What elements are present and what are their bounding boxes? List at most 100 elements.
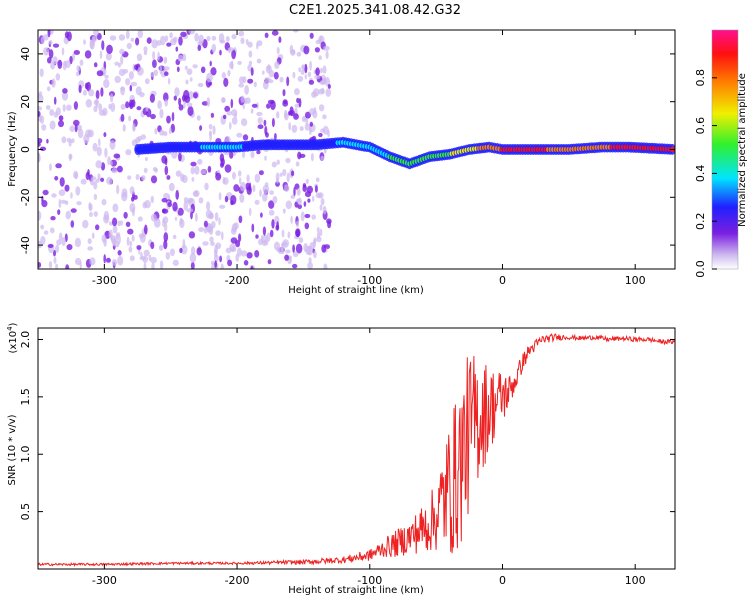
noise-speckle [245, 182, 251, 191]
noise-speckle [314, 75, 321, 80]
noise-speckle [38, 138, 43, 144]
spectrogram-ytick-label: 20 [19, 95, 32, 109]
noise-speckle [38, 152, 41, 162]
noise-speckle [83, 39, 86, 45]
noise-speckle [220, 263, 224, 269]
noise-speckle [210, 67, 217, 76]
noise-speckle [70, 220, 75, 228]
noise-speckle [47, 57, 52, 64]
noise-speckle [38, 106, 42, 111]
noise-speckle [190, 166, 195, 175]
noise-speckle [268, 209, 275, 216]
noise-speckle [313, 106, 317, 114]
noise-speckle [54, 176, 59, 181]
noise-speckle [224, 105, 231, 112]
noise-speckle [157, 51, 160, 61]
noise-speckle [66, 31, 72, 42]
noise-speckle [238, 83, 245, 88]
noise-speckle [48, 49, 54, 59]
noise-speckle [48, 261, 53, 269]
noise-speckle [227, 47, 235, 52]
noise-speckle [267, 259, 272, 265]
noise-speckle [271, 117, 275, 128]
noise-speckle [157, 100, 162, 110]
noise-speckle [163, 56, 168, 64]
noise-speckle [295, 220, 300, 228]
noise-speckle [218, 217, 221, 226]
noise-speckle [183, 89, 190, 100]
noise-speckle [192, 190, 199, 197]
noise-speckle [137, 30, 144, 39]
noise-speckle [296, 188, 301, 196]
noise-speckle [309, 32, 314, 39]
snr-xtick-label: 100 [625, 574, 646, 587]
noise-speckle [130, 81, 138, 87]
noise-speckle [296, 51, 302, 57]
noise-speckle [308, 79, 315, 85]
noise-speckle [38, 210, 42, 221]
noise-speckle [66, 137, 72, 143]
noise-speckle [128, 115, 132, 122]
noise-speckle [111, 168, 118, 174]
noise-speckle [178, 97, 182, 106]
noise-speckle [47, 30, 51, 38]
noise-speckle [284, 254, 289, 261]
noise-speckle [136, 106, 142, 111]
noise-speckle [254, 250, 260, 258]
noise-speckle [41, 124, 47, 131]
noise-speckle [298, 237, 304, 244]
colorbar-tick-label: 0.4 [694, 165, 707, 183]
noise-speckle [258, 238, 263, 246]
colorbar-scale [711, 29, 739, 270]
noise-speckle [282, 168, 287, 177]
noise-speckle [262, 80, 269, 90]
noise-speckle [294, 88, 300, 96]
noise-speckle [206, 35, 211, 42]
noise-speckle [198, 197, 204, 204]
noise-speckle [279, 76, 284, 83]
noise-speckle [209, 131, 213, 142]
noise-speckle [307, 71, 312, 78]
noise-speckle [43, 230, 49, 235]
noise-speckle [181, 174, 188, 184]
noise-speckle [117, 250, 122, 256]
noise-speckle [40, 224, 45, 230]
noise-speckle [104, 147, 108, 158]
noise-speckle [309, 121, 313, 127]
noise-speckle [310, 153, 314, 162]
noise-speckle [278, 36, 282, 43]
noise-speckle [47, 244, 54, 248]
noise-speckle [116, 184, 120, 195]
noise-speckle [110, 161, 113, 166]
noise-speckle [101, 198, 107, 206]
noise-speckle [108, 103, 112, 110]
noise-speckle [119, 220, 124, 226]
noise-speckle [104, 74, 109, 79]
noise-speckle [78, 84, 82, 94]
noise-speckle [196, 247, 202, 256]
noise-speckle [306, 185, 313, 194]
noise-speckle [186, 208, 194, 213]
spectrogram-ytick-label: -40 [19, 236, 32, 254]
noise-speckle [319, 228, 323, 237]
noise-speckle [134, 64, 139, 71]
noise-speckle [264, 32, 269, 38]
noise-speckle [262, 192, 268, 202]
noise-speckle [111, 259, 118, 266]
noise-speckle [322, 205, 327, 215]
noise-speckle [49, 163, 52, 171]
noise-speckle [242, 104, 245, 110]
noise-speckle [161, 197, 168, 203]
noise-speckle [46, 86, 51, 92]
noise-speckle [229, 61, 234, 69]
noise-speckle [210, 241, 215, 247]
noise-speckle [168, 127, 172, 135]
noise-speckle [137, 216, 143, 222]
noise-speckle [87, 246, 94, 251]
noise-speckle [101, 234, 107, 243]
noise-speckle [144, 224, 148, 235]
noise-speckle [58, 189, 66, 197]
noise-speckle [61, 237, 66, 247]
noise-speckle [76, 124, 83, 131]
noise-speckle [89, 211, 93, 217]
